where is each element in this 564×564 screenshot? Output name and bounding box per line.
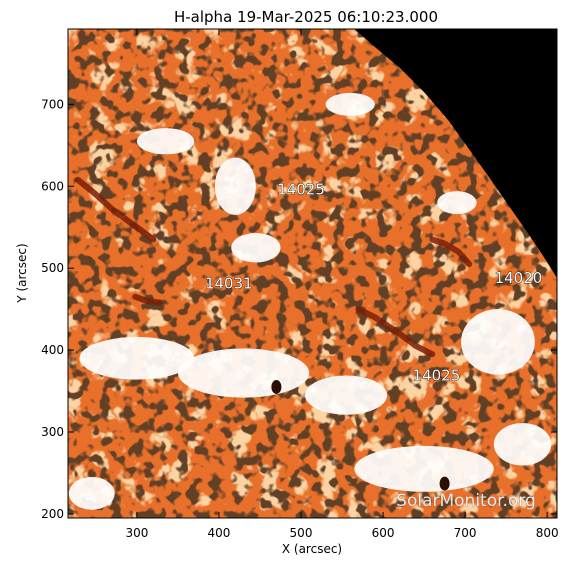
x-tick-label-800: 800 (536, 526, 559, 540)
chart-title: H-alpha 19-Mar-2025 06:10:23.000 (174, 8, 438, 26)
plage-patch-7 (493, 422, 552, 466)
filament-layer (74, 176, 473, 358)
region-label-14020-2: 14020 (495, 269, 543, 287)
plage-patch-0 (214, 157, 256, 215)
y-tick-label-400: 400 (41, 343, 64, 357)
region-label-14025-0: 14025 (277, 180, 325, 198)
filament-1 (132, 293, 163, 306)
y-axis: 200 300 400 500 600 700 (41, 97, 557, 521)
plot-frame (67, 28, 558, 519)
y-tick-label-500: 500 (41, 261, 64, 275)
watermark-text: SolarMonitor.org (396, 491, 536, 511)
filament-2 (429, 236, 473, 268)
sunspot-1 (439, 476, 450, 491)
plage-patch-10 (325, 92, 375, 116)
y-tick-label-700: 700 (41, 97, 64, 111)
y-tick-label-300: 300 (41, 425, 64, 439)
region-label-14025-3: 14025 (413, 366, 461, 384)
plage-patch-9 (136, 128, 195, 155)
y-tick-label-600: 600 (41, 179, 64, 193)
plage-patch-1 (231, 232, 281, 263)
off-limb-space (354, 29, 557, 278)
plage-patch-3 (177, 348, 310, 398)
filament-0 (74, 176, 157, 243)
filament-3 (355, 306, 436, 358)
plage-layer (68, 92, 552, 510)
x-tick-label-500: 500 (290, 526, 313, 540)
y-axis-label: Y (arcsec) (15, 243, 29, 303)
sunspot-layer (271, 379, 450, 491)
x-tick-label-400: 400 (208, 526, 231, 540)
x-tick-label-600: 600 (372, 526, 395, 540)
plage-patch-5 (461, 309, 535, 375)
plage-patch-4 (305, 375, 388, 415)
region-label-layer: 14025 14031 14020 14025 (205, 180, 543, 385)
plage-patch-6 (354, 445, 494, 492)
plage-patch-2 (79, 336, 195, 380)
plot-area: 14025 14031 14020 14025 (68, 29, 557, 518)
x-axis: 300 400 500 600 700 800 (125, 29, 559, 540)
sunspot-0 (271, 379, 282, 394)
x-tick-label-300: 300 (125, 526, 148, 540)
y-tick-label-200: 200 (41, 507, 64, 521)
x-tick-label-700: 700 (454, 526, 477, 540)
plage-patch-11 (437, 191, 477, 215)
plage-patch-8 (68, 477, 115, 510)
x-axis-label: X (arcsec) (282, 542, 342, 556)
region-label-14031-1: 14031 (205, 275, 253, 293)
